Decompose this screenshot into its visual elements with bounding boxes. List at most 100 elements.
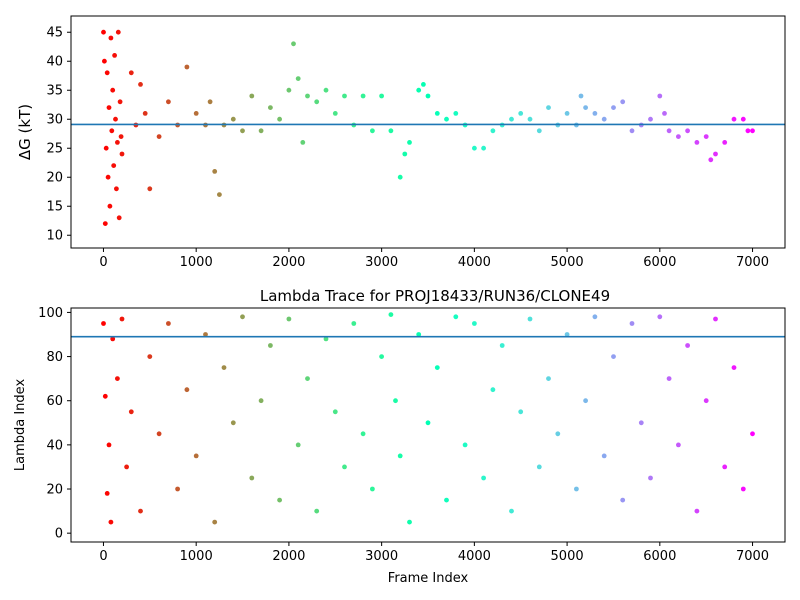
data-point <box>142 111 148 116</box>
data-point <box>629 321 635 326</box>
data-point <box>115 376 120 381</box>
data-point <box>114 186 119 192</box>
data-point <box>708 157 714 163</box>
x-tick-label: 6000 <box>643 255 676 270</box>
data-point <box>620 497 626 503</box>
data-point <box>156 134 162 140</box>
data-point <box>638 420 644 426</box>
data-point <box>193 111 199 116</box>
delta-g-x-ticks: 0 1000 2000 3000 4000 5000 6000 7000 <box>99 248 769 270</box>
data-point <box>490 387 496 393</box>
data-point <box>342 93 347 99</box>
data-point <box>230 420 236 426</box>
delta-g-axes-frame <box>70 15 786 249</box>
data-point <box>128 409 134 415</box>
y-tick-label: 0 <box>55 527 63 542</box>
data-point <box>662 111 667 116</box>
x-tick-label: 2000 <box>272 255 305 270</box>
data-point <box>207 99 213 105</box>
data-point <box>110 87 116 93</box>
data-point <box>648 475 653 481</box>
x-tick-label: 3000 <box>365 255 398 270</box>
data-point <box>745 128 751 134</box>
data-point <box>481 145 486 151</box>
data-point <box>101 29 106 35</box>
data-point <box>104 491 110 496</box>
x-tick-label: 1000 <box>180 255 213 270</box>
data-point <box>314 508 320 514</box>
data-point <box>388 128 394 134</box>
data-point <box>106 105 112 110</box>
data-point <box>722 464 728 470</box>
data-point <box>388 312 394 317</box>
data-point <box>592 314 598 320</box>
data-point <box>212 169 218 174</box>
data-point <box>286 87 292 93</box>
data-point <box>555 431 561 437</box>
delta-g-y-axis-label: ΔG (kT) <box>16 104 34 160</box>
data-point <box>249 93 255 99</box>
data-point <box>277 116 282 122</box>
x-tick-label: 6000 <box>643 549 676 564</box>
data-point <box>342 464 347 470</box>
data-point <box>138 82 143 87</box>
data-point <box>703 134 709 140</box>
lambda-x-ticks: 0 1000 2000 3000 4000 5000 6000 7000 <box>99 542 769 564</box>
data-point <box>527 116 533 122</box>
y-tick-label: 20 <box>46 171 63 186</box>
data-point <box>286 316 292 322</box>
data-point <box>379 93 384 99</box>
data-point <box>731 365 737 370</box>
data-point <box>731 116 737 122</box>
data-point <box>685 128 690 134</box>
data-point <box>472 145 477 151</box>
data-point <box>249 475 255 481</box>
data-point <box>648 116 653 122</box>
lambda-axes-frame <box>70 307 786 543</box>
data-point <box>666 376 672 381</box>
data-point <box>166 99 171 105</box>
data-point <box>268 105 273 110</box>
data-point <box>564 111 570 116</box>
x-tick-label: 4000 <box>458 255 491 270</box>
data-point <box>657 93 663 99</box>
data-point <box>574 486 579 492</box>
data-point <box>323 87 329 93</box>
lambda-y-ticks: 0 20 40 60 80 100 <box>38 306 71 542</box>
data-point <box>407 140 412 145</box>
lambda-y-axis-label: Lambda Index <box>13 379 28 472</box>
data-point <box>397 174 403 180</box>
data-point <box>453 111 459 116</box>
data-point <box>112 53 117 58</box>
data-point <box>416 87 422 93</box>
data-point <box>102 58 107 64</box>
data-point <box>490 128 496 134</box>
data-point <box>620 99 626 105</box>
data-point <box>332 111 338 116</box>
data-point <box>434 111 440 116</box>
data-point <box>109 128 115 134</box>
y-tick-label: 80 <box>46 350 63 365</box>
data-point <box>258 128 264 134</box>
y-tick-label: 40 <box>46 55 63 70</box>
data-point <box>370 486 375 492</box>
data-point <box>703 398 709 404</box>
data-point <box>472 321 477 326</box>
data-point <box>295 442 301 448</box>
data-point <box>104 70 110 76</box>
data-point <box>425 93 431 99</box>
data-point <box>277 497 282 503</box>
y-tick-label: 20 <box>46 483 63 498</box>
data-point <box>546 376 551 381</box>
data-point <box>268 343 273 348</box>
data-point <box>119 151 125 157</box>
data-point <box>147 354 153 359</box>
data-point <box>258 398 264 404</box>
data-point <box>379 354 384 359</box>
data-point <box>305 93 310 99</box>
data-point <box>444 116 449 122</box>
data-point <box>115 140 120 145</box>
data-point <box>217 192 222 198</box>
data-point <box>323 336 329 342</box>
